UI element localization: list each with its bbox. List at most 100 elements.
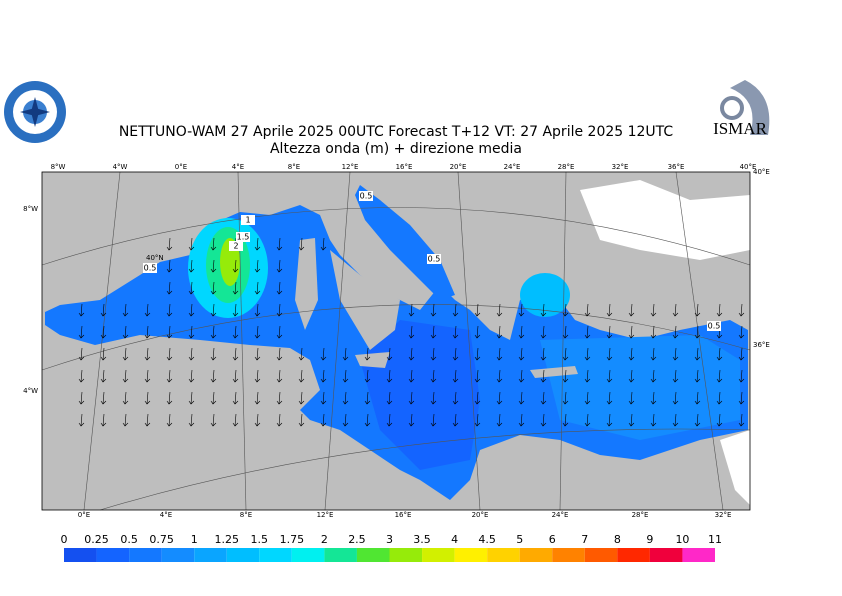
arrow [540, 391, 547, 405]
arrow [496, 347, 503, 361]
lat-label: 40°E [753, 168, 770, 176]
lon-label: 28°E [558, 163, 575, 171]
colorbar-box [617, 548, 650, 562]
colorbar-label: 3.5 [413, 533, 431, 546]
arrow [694, 347, 701, 361]
colorbar-label: 4.5 [478, 533, 496, 546]
arrow [562, 391, 569, 405]
colorbar-box [324, 548, 357, 562]
arrow [496, 325, 503, 339]
arrow [122, 325, 129, 339]
arrow [474, 303, 481, 317]
arrow [584, 413, 591, 427]
colorbar-label: 0.75 [149, 533, 174, 546]
arrow [166, 237, 173, 251]
lon-label: 32°E [612, 163, 629, 171]
lon-label: 24°E [552, 511, 569, 519]
lon-label: 24°E [504, 163, 521, 171]
arrow [364, 391, 371, 405]
arrow [100, 325, 107, 339]
arrow [650, 369, 657, 383]
sea [355, 185, 455, 300]
arrow [430, 369, 437, 383]
arrow [320, 237, 327, 251]
lon-label: 0°E [78, 511, 90, 519]
colorbar-label: 2 [321, 533, 328, 546]
colorbar-label: 8 [614, 533, 621, 546]
arrow [298, 413, 305, 427]
arrow [716, 347, 723, 361]
arrow [738, 413, 745, 427]
arrow [276, 303, 283, 317]
arrow [650, 413, 657, 427]
arrow [540, 413, 547, 427]
colorbar-label: 1.75 [280, 533, 305, 546]
contour-label: 0.5 [360, 192, 373, 201]
arrow [276, 369, 283, 383]
arrow [298, 391, 305, 405]
arrow [672, 391, 679, 405]
arrow [606, 303, 613, 317]
arrow [430, 325, 437, 339]
arrow [298, 369, 305, 383]
arrow [694, 303, 701, 317]
colorbar-label: 3 [386, 533, 393, 546]
colorbar-box [682, 548, 715, 562]
arrow [430, 413, 437, 427]
lon-label: 16°E [396, 163, 413, 171]
arrow [430, 303, 437, 317]
arrow [342, 347, 349, 361]
arrow [254, 259, 261, 273]
arrow [738, 369, 745, 383]
lat-label: 36°E [753, 341, 770, 349]
arrow [562, 325, 569, 339]
arrow [474, 325, 481, 339]
arrow [650, 303, 657, 317]
lon-label: 28°E [632, 511, 649, 519]
colorbar-box [487, 548, 520, 562]
land-white [580, 180, 750, 260]
land [330, 250, 400, 350]
logo-right: ISMAR [708, 78, 770, 142]
colorbar-label: 2.5 [348, 533, 366, 546]
arrow [276, 237, 283, 251]
arrow [188, 325, 195, 339]
colorbar-label: 11 [708, 533, 722, 546]
arrow [210, 391, 217, 405]
arrow [166, 325, 173, 339]
arrow [166, 347, 173, 361]
contour-label-bg [236, 232, 250, 242]
arrow [144, 369, 151, 383]
arrow [452, 325, 459, 339]
colorbar-box [584, 548, 618, 562]
arrow [276, 325, 283, 339]
arrow [650, 325, 657, 339]
arrow [628, 303, 635, 317]
arrow [276, 259, 283, 273]
arrow [364, 347, 371, 361]
colorbar-label: 10 [675, 533, 689, 546]
colorbar-box [129, 548, 162, 562]
arrow [232, 325, 239, 339]
arrow [144, 413, 151, 427]
arrow [276, 281, 283, 295]
lon-label: 40°E [740, 163, 757, 171]
arrow [276, 347, 283, 361]
arrow [606, 369, 613, 383]
arrow [166, 303, 173, 317]
arrow [166, 391, 173, 405]
arrow [540, 369, 547, 383]
arrow [232, 369, 239, 383]
arrow [100, 303, 107, 317]
arrow [518, 391, 525, 405]
colorbar-box [649, 548, 683, 562]
arrow [320, 347, 327, 361]
colorbar-box [161, 548, 195, 562]
arrow [188, 391, 195, 405]
arrow [628, 347, 635, 361]
arrow [386, 369, 393, 383]
arrow [166, 281, 173, 295]
arrow [672, 413, 679, 427]
arrow [232, 391, 239, 405]
